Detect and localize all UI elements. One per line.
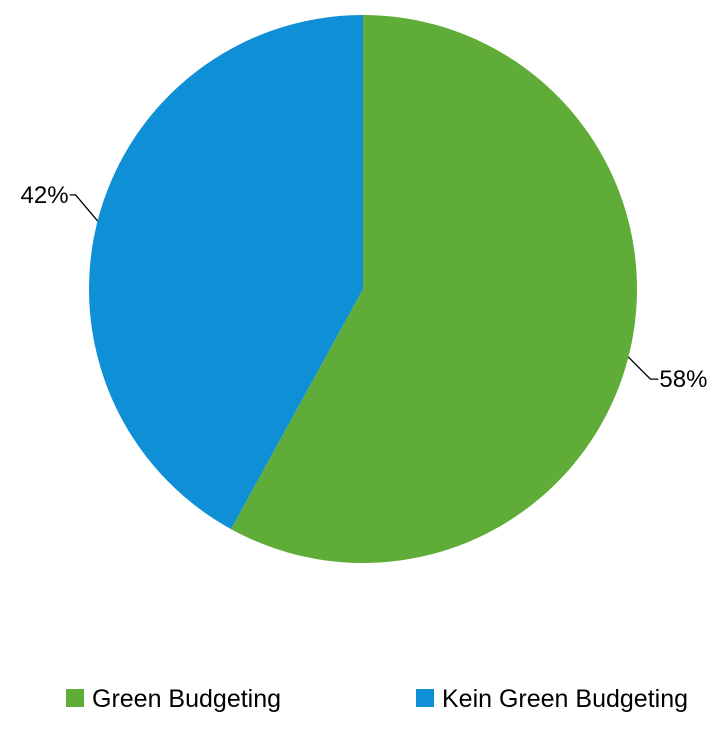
pie-slice-green-budgeting	[231, 15, 637, 563]
pie-slice-kein-green-budgeting	[88, 15, 364, 530]
data-labels: 58% 42%	[21, 182, 708, 393]
legend-item-kein-green-budgeting: Kein Green Budgeting	[416, 685, 688, 713]
leader-line-green-budgeting	[627, 356, 659, 380]
legend-label-kein-green-budgeting: Kein Green Budgeting	[442, 685, 688, 713]
legend-swatch-green-budgeting	[66, 689, 84, 707]
legend-label-green-budgeting: Green Budgeting	[92, 685, 281, 713]
legend: Green Budgeting Kein Green Budgeting	[66, 685, 688, 713]
pie-slices	[88, 15, 637, 563]
data-label-green-budgeting: 58%	[659, 366, 707, 393]
leader-line-kein-green-budgeting	[69, 194, 99, 222]
legend-item-green-budgeting: Green Budgeting	[66, 685, 281, 713]
legend-swatch-kein-green-budgeting	[416, 689, 434, 707]
leader-lines	[69, 194, 659, 380]
data-label-kein-green-budgeting: 42%	[21, 182, 69, 209]
